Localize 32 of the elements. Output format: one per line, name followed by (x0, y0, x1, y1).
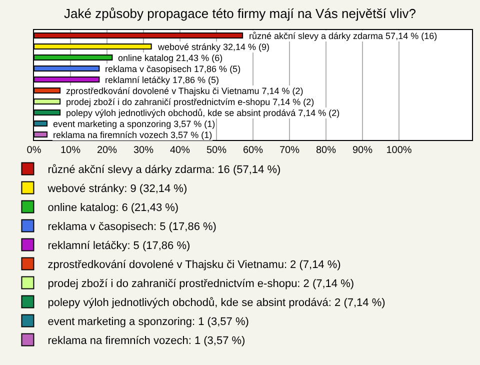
x-tick-label: 40% (170, 145, 190, 156)
legend-label: event marketing a sponzoring: 1 (3,57 %) (48, 316, 249, 328)
x-tick-label: 90% (352, 145, 373, 156)
data-label: reklama v časopisech 17,86 % (5) (105, 64, 241, 74)
x-tick-label: 20% (96, 145, 118, 156)
data-label: event marketing a sponzoring 3,57 % (1) (53, 119, 216, 129)
legend-label: reklama na firemních vozech: 1 (3,57 %) (48, 335, 246, 348)
legend-label: reklama v časopisech: 5 (17,86 %) (48, 221, 216, 234)
data-label: polepy výloh jednotlivých obchodů, kde se absint prodává 7,14 % (2) (66, 108, 340, 118)
x-tick-label: 80% (316, 145, 336, 156)
legend-label: různé akční slevy a dárky zdarma: 16 (57,14 %) (48, 164, 281, 176)
data-label: zprostředkování dovolené v Thajsku či Vietnamu 7,14 % (2) (66, 86, 304, 96)
legend-label: reklamní letáčky: 5 (17,86 %) (48, 240, 190, 252)
data-label: reklama na firemních vozech 3,57 % (1) (53, 130, 212, 140)
x-tick-label: 50% (206, 145, 227, 156)
legend-label: zprostředkování dovolené v Thajsku či Vietnamu: 2 (7,14 %) (48, 259, 341, 272)
data-label: prodej zboží i do zahraničí prostřednictvím e-shopu 7,14 % (2) (66, 97, 314, 107)
x-tick-label: 0% (26, 145, 42, 156)
x-tick-label: 60% (242, 145, 264, 156)
legend-label: prodej zboží i do zahraničí prostřednictvím e-shopu: 2 (7,14 %) (48, 278, 354, 290)
legend-label: polepy výloh jednotlivých obchodů, kde se absint prodává: 2 (7,14 %) (48, 297, 386, 310)
data-label: reklamní letáčky 17,86 % (5) (105, 75, 220, 85)
data-label: webové stránky 32,14 % (9) (157, 42, 270, 52)
x-tick-label: 70% (279, 145, 300, 156)
x-tick-label: 10% (60, 145, 81, 156)
data-label: online katalog 21,43 % (6) (118, 53, 223, 63)
x-tick-label: 100% (386, 145, 412, 156)
legend-label: online katalog: 6 (21,43 %) (48, 202, 179, 214)
legend-label: webové stránky: 9 (32,14 %) (46, 183, 188, 196)
chart-title: Jaké způsoby propagace této firmy mají na Vás největší vliv? (64, 6, 416, 22)
x-tick-label: 30% (133, 145, 154, 156)
data-label: různé akční slevy a dárky zdarma 57,14 % (16) (249, 31, 438, 41)
